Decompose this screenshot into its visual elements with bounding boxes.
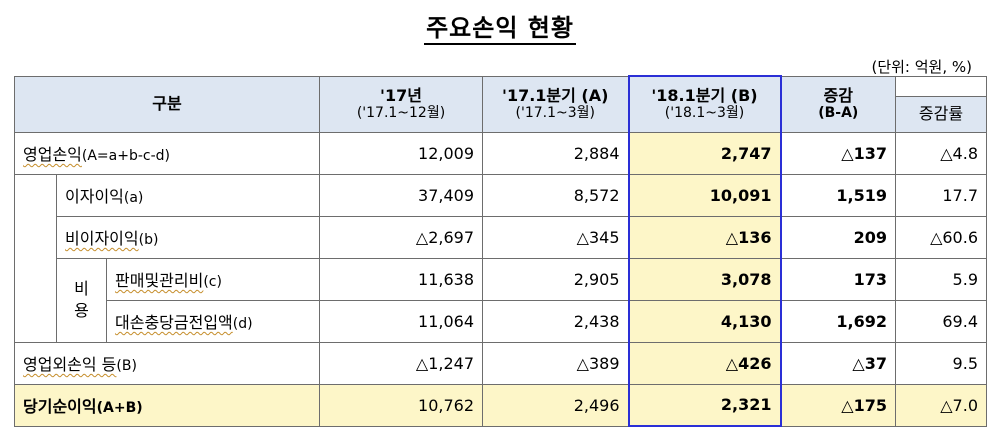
table-row: 이자이익(a) 37,409 8,572 10,091 1,519 17.7 xyxy=(14,173,987,217)
cell-2018q1: △426 xyxy=(627,341,782,385)
cell-2017: △1,247 xyxy=(319,341,483,385)
row-label: 영업손익(A=a+b-c-d) xyxy=(14,131,320,175)
row-label: 영업외손익 등(B) xyxy=(14,341,320,385)
cell-2017: 10,762 xyxy=(319,383,483,427)
cell-2017: 12,009 xyxy=(319,131,483,175)
table-row-total: 당기순이익(A+B) 10,762 2,496 2,321 △175 △7.0 xyxy=(14,383,987,427)
cell-2018q1: 2,321 xyxy=(627,383,782,427)
cell-diff: 209 xyxy=(780,215,896,259)
cell-rate: △4.8 xyxy=(895,131,987,175)
cell-2018q1: 2,747 xyxy=(627,131,782,175)
header-2018q1: '18.1분기 (B) ('18.1~3월) xyxy=(627,75,782,133)
indent-cell xyxy=(14,258,57,300)
cell-rate: 69.4 xyxy=(895,299,987,343)
row-label: 대손충당금전입액(d) xyxy=(106,299,320,343)
cell-rate: △7.0 xyxy=(895,383,987,427)
cell-rate: 17.7 xyxy=(895,173,987,217)
row-label: 당기순이익(A+B) xyxy=(14,383,320,427)
cell-2017q1: 2,496 xyxy=(482,383,629,427)
cell-2017q1: 8,572 xyxy=(482,173,629,217)
cell-2018q1: 4,130 xyxy=(627,299,782,343)
header-2017: '17년 ('17.1~12월) xyxy=(319,75,483,133)
cell-diff: △137 xyxy=(780,131,896,175)
row-label: 이자이익(a) xyxy=(56,173,320,217)
row-label: 판매및관리비(c) xyxy=(106,257,320,301)
cell-2018q1: 10,091 xyxy=(627,173,782,217)
header-rate: 증감률 xyxy=(895,75,987,133)
expense-group-label: 비용 xyxy=(56,257,107,343)
indent-cell xyxy=(14,300,57,342)
cell-2017: △2,697 xyxy=(319,215,483,259)
table-row: 영업외손익 등(B) △1,247 △389 △426 △37 9.5 xyxy=(14,341,987,385)
cell-2017: 37,409 xyxy=(319,173,483,217)
cell-2017q1: △389 xyxy=(482,341,629,385)
row-label: 비이자이익(b) xyxy=(56,215,320,259)
table-row: 비용 판매및관리비(c) 11,638 2,905 3,078 173 5.9 xyxy=(14,257,987,343)
cell-2018q1: △136 xyxy=(627,215,782,259)
income-table: 구분 '17년 ('17.1~12월) '17.1분기 (A) ('17.1~3월)… xyxy=(14,75,987,427)
cell-2017: 11,064 xyxy=(319,299,483,343)
cell-2017: 11,638 xyxy=(319,257,483,301)
cell-diff: △37 xyxy=(780,341,896,385)
header-diff: 증감 (B-A) xyxy=(780,75,896,133)
unit-note: (단위: 억원, %) xyxy=(871,58,972,76)
table-row: 영업손익(A=a+b-c-d) 12,009 2,884 2,747 △137 … xyxy=(14,131,987,175)
indent-cell xyxy=(14,216,57,258)
cell-2018q1: 3,078 xyxy=(627,257,782,301)
indent-cell xyxy=(14,174,57,216)
cell-diff: 1,692 xyxy=(780,299,896,343)
header-2017q1: '17.1분기 (A) ('17.1~3월) xyxy=(482,75,629,133)
cell-2017q1: 2,438 xyxy=(482,299,629,343)
cell-diff: 1,519 xyxy=(780,173,896,217)
cell-rate: 9.5 xyxy=(895,341,987,385)
table-row: 비이자이익(b) △2,697 △345 △136 209 △60.6 xyxy=(14,215,987,259)
cell-2017q1: △345 xyxy=(482,215,629,259)
cell-2017q1: 2,905 xyxy=(482,257,629,301)
cell-diff: △175 xyxy=(780,383,896,427)
cell-diff: 173 xyxy=(780,257,896,301)
cell-rate: △60.6 xyxy=(895,215,987,259)
cell-2017q1: 2,884 xyxy=(482,131,629,175)
cell-rate: 5.9 xyxy=(895,257,987,301)
table-row: 대손충당금전입액(d) 11,064 2,438 4,130 1,692 69.… xyxy=(14,299,987,343)
header-category: 구분 xyxy=(14,75,320,133)
page-title: 주요손익 현황 xyxy=(0,8,1000,45)
